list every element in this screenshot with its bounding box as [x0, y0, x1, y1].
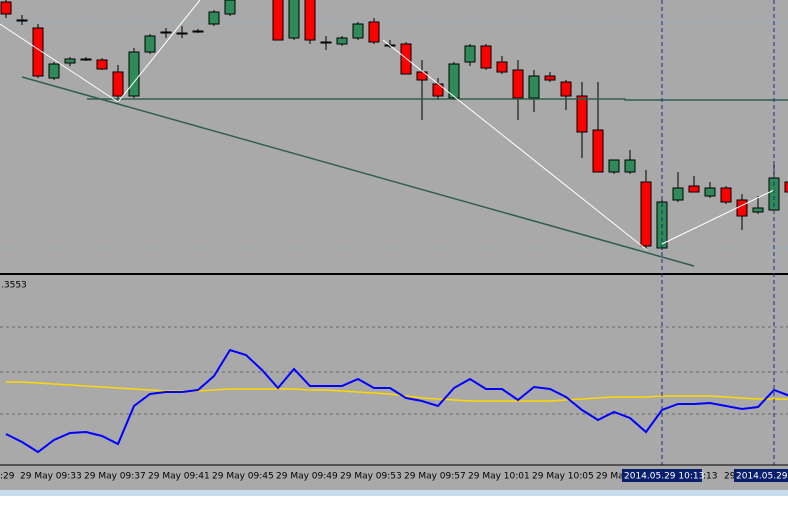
- candle-body: [416, 71, 428, 81]
- x-tick-label: 29 May 10:05: [532, 472, 594, 482]
- candle-body: [432, 83, 444, 97]
- crosshair-label-box: [734, 469, 788, 482]
- candle-body: [592, 129, 604, 173]
- crosshair-label-box: [622, 469, 702, 482]
- x-tick-label: 29 May 09:57: [404, 472, 466, 482]
- candle-body: [320, 41, 332, 44]
- candle-body: [512, 69, 524, 99]
- candle-body: [608, 159, 620, 173]
- indicator-label: .3553: [1, 281, 27, 291]
- candle-body: [128, 51, 140, 97]
- candle-body: [720, 187, 732, 203]
- candle-body: [736, 199, 748, 217]
- candle-body: [352, 23, 364, 39]
- crosshair-lines: [661, 0, 775, 465]
- candle-body: [624, 159, 636, 173]
- candle-body: [496, 61, 508, 73]
- x-tick-label: 29 May 09:37: [84, 472, 146, 482]
- candle-body: [304, 0, 316, 41]
- candle-body: [336, 37, 348, 45]
- candle-body: [784, 181, 788, 193]
- candle-body: [192, 30, 204, 33]
- x-axis: 29 May 09:33 29 May 09:37 29 May 09:41 29 M…: [0, 469, 788, 482]
- candle-body: [176, 32, 188, 35]
- candle-body: [480, 45, 492, 69]
- candle-body: [48, 63, 60, 79]
- x-tick-label: 29 May 09:53: [340, 472, 402, 482]
- price-pane: [0, 0, 788, 250]
- candle-body: [368, 21, 380, 43]
- indicator-line: [5, 348, 788, 454]
- candle-body: [224, 0, 236, 15]
- candle-body: [288, 0, 300, 39]
- x-tick-label: 29: [724, 472, 736, 482]
- candle-body: [16, 19, 28, 22]
- candle-body: [144, 35, 156, 53]
- candle-body: [560, 81, 572, 97]
- status-area: [0, 496, 788, 509]
- crosshair-label: 2014.05.29: [736, 472, 788, 482]
- x-tick-label: 29 May 09:45: [212, 472, 274, 482]
- candle-body: [704, 187, 716, 197]
- candle-body: [688, 185, 700, 193]
- x-tick-label-fragment: :13: [703, 472, 717, 482]
- candle-body: [208, 11, 220, 25]
- indicator-pane: [5, 348, 788, 454]
- scrollbar: [0, 490, 788, 496]
- candle-body: [752, 207, 764, 213]
- x-tick-label-fragment: :29: [0, 472, 15, 482]
- candle-body: [80, 58, 92, 61]
- x-tick-label: 29 May 09:33: [20, 472, 82, 482]
- indicator-line: [6, 381, 788, 402]
- candle-body: [0, 1, 12, 15]
- x-tick-label: 29 May 09:49: [276, 472, 338, 482]
- pane-separator: [0, 273, 788, 275]
- x-tick-label: 29 May 09:41: [148, 472, 210, 482]
- candle-body: [672, 187, 684, 201]
- candle-body: [96, 59, 108, 70]
- candle-body: [640, 181, 652, 247]
- candle-body: [400, 43, 412, 75]
- candle-body: [64, 58, 76, 64]
- x-tick-label: 29 May 10:01: [468, 472, 530, 482]
- indicator-levels: [0, 326, 788, 415]
- candle-body: [576, 95, 588, 133]
- candle-body: [448, 63, 460, 99]
- candle-body: [544, 75, 556, 81]
- x-tick-label: 29 Ma: [596, 472, 624, 482]
- candle-body: [160, 31, 172, 34]
- candle-body: [464, 45, 476, 63]
- drawings: [0, 0, 788, 267]
- candle-body: [272, 0, 284, 41]
- crosshair-label: 2014.05.29 10:13: [624, 472, 704, 482]
- candle-body: [528, 75, 540, 99]
- candle-body: [112, 71, 124, 97]
